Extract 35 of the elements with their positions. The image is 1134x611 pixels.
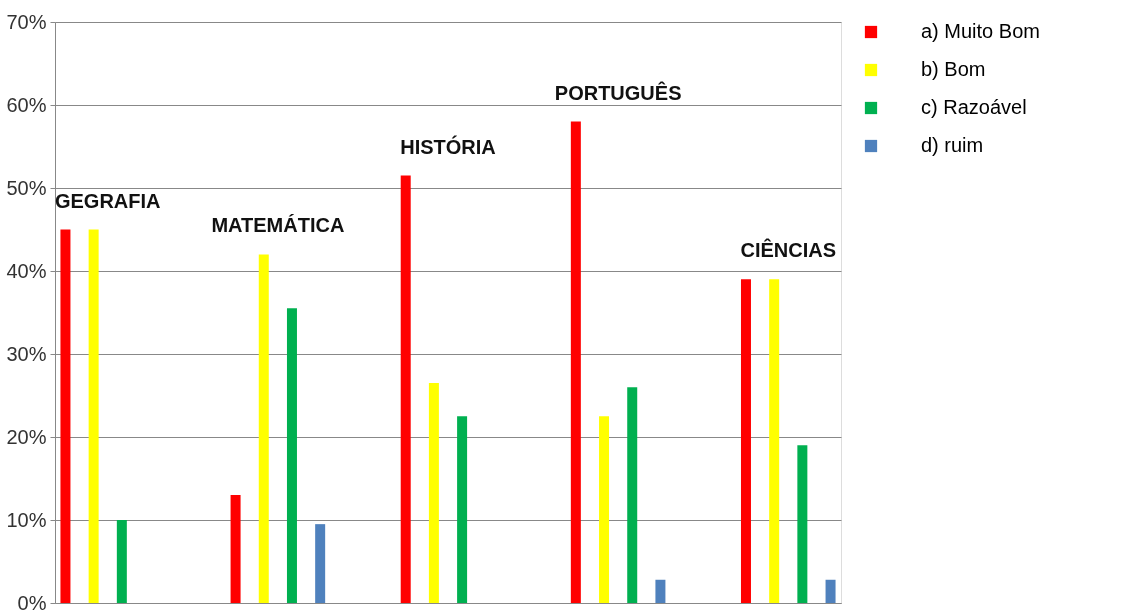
bar (230, 495, 241, 603)
legend-label: b) Bom (921, 58, 986, 80)
bar (457, 416, 468, 603)
y-tick-label: 30% (6, 342, 47, 365)
bar (60, 229, 71, 603)
bar (769, 279, 780, 603)
y-tick-label: 10% (6, 508, 47, 531)
y-tick-label: 70% (6, 10, 47, 33)
bar (655, 579, 666, 603)
x-tick-label: GEGRAFIA (54, 189, 161, 212)
legend-label: c) Razoável (921, 96, 1027, 118)
bar (599, 416, 610, 603)
y-tick-label: 40% (6, 259, 47, 282)
bar (740, 279, 751, 603)
x-tick-label: HISTÓRIA (400, 134, 496, 158)
bar (315, 524, 326, 603)
y-tick-label: 60% (6, 93, 47, 116)
bar (797, 445, 808, 603)
y-tick-label: 20% (6, 425, 47, 448)
x-tick-label: PORTUGUÊS (554, 80, 682, 104)
bar (116, 520, 127, 603)
bar (258, 254, 269, 603)
legend-label: d) ruim (921, 134, 984, 156)
y-tick-label: 50% (6, 176, 47, 199)
bar (88, 229, 99, 603)
x-tick-label: MATEMÁTICA (211, 214, 345, 237)
bar (400, 175, 411, 603)
legend-label: a) Muito Bom (921, 20, 1040, 42)
bar (825, 579, 836, 603)
bar (428, 383, 439, 603)
bar (286, 308, 297, 603)
y-tick-label: 0% (17, 591, 47, 611)
x-tick-label: CIÊNCIAS (740, 238, 837, 262)
bar (627, 387, 638, 603)
bar (570, 121, 581, 603)
